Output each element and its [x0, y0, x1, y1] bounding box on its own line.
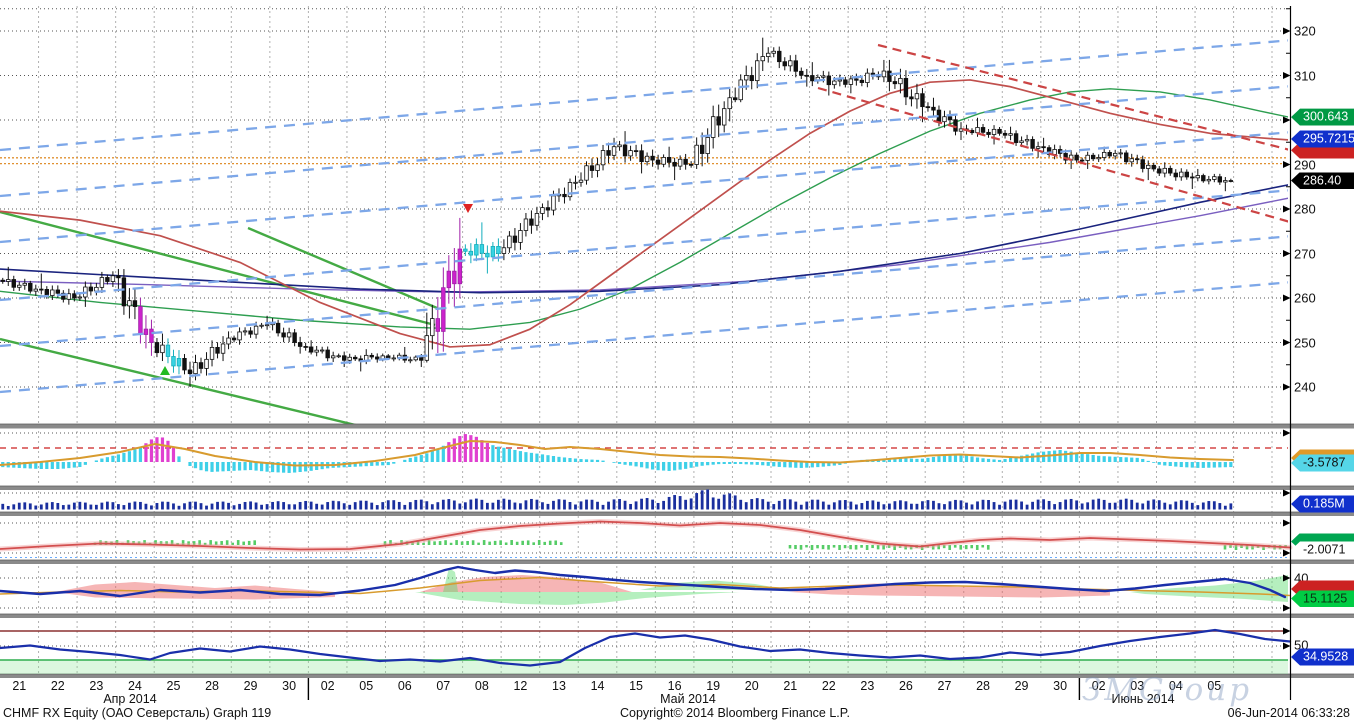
footer-copyright: Copyright© 2014 Bloomberg Finance L.P.: [620, 706, 850, 720]
x-axis-day-label: 26: [899, 679, 913, 693]
x-axis-month-label: Июнь 2014: [1111, 692, 1174, 706]
x-axis-day-label: 03: [1130, 679, 1144, 693]
x-axis-day-label: 27: [938, 679, 952, 693]
x-axis-day-label: 23: [89, 679, 103, 693]
x-axis-day-label: 08: [475, 679, 489, 693]
x-axis-day-label: 06: [398, 679, 412, 693]
x-axis-month-label: Апр 2014: [103, 692, 156, 706]
x-axis-day-label: 25: [167, 679, 181, 693]
x-axis-day-label: 05: [1207, 679, 1221, 693]
x-axis-day-label: 05: [359, 679, 373, 693]
x-axis-day-label: 21: [12, 679, 26, 693]
footer-security-title: CHMF RX Equity (ОАО Северсталь) Graph 11…: [3, 706, 272, 720]
x-axis-month-label: Май 2014: [660, 692, 716, 706]
x-axis-day-label: 28: [205, 679, 219, 693]
x-axis-day-label: 24: [128, 679, 142, 693]
x-axis-day-label: 30: [282, 679, 296, 693]
x-axis-day-label: 13: [552, 679, 566, 693]
x-axis-day-label: 23: [860, 679, 874, 693]
x-axis-day-label: 29: [1015, 679, 1029, 693]
x-axis-day-label: 15: [629, 679, 643, 693]
footer-timestamp: 06-Jun-2014 06:33:28: [1227, 706, 1350, 720]
x-axis-day-label: 21: [783, 679, 797, 693]
x-axis-day-label: 22: [51, 679, 65, 693]
x-axis-day-label: 16: [668, 679, 682, 693]
x-axis-day-label: 22: [822, 679, 836, 693]
x-axis-day-label: 04: [1169, 679, 1183, 693]
x-axis-day-label: 07: [436, 679, 450, 693]
x-axis-day-label: 02: [321, 679, 335, 693]
x-axis-day-label: 14: [591, 679, 605, 693]
x-axis-day-label: 30: [1053, 679, 1067, 693]
x-axis-day-label: 12: [513, 679, 527, 693]
x-axis-day-label: 20: [745, 679, 759, 693]
x-axis-day-label: 28: [976, 679, 990, 693]
footer-bar: CHMF RX Equity (ОАО Северсталь) Graph 11…: [0, 704, 1354, 723]
x-axis-day-label: 19: [706, 679, 720, 693]
x-axis-day-label: 29: [244, 679, 258, 693]
x-axis-day-label: 02: [1092, 679, 1106, 693]
